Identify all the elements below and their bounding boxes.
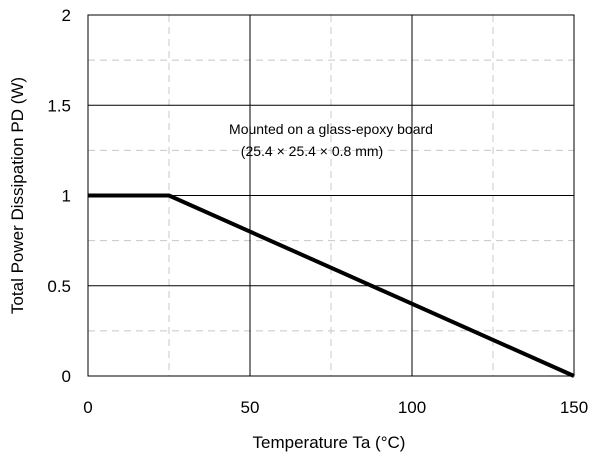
y-tick-labels: 0 0.5 1 1.5 2 bbox=[47, 6, 71, 386]
series-layer bbox=[88, 193, 575, 378]
x-tick-label: 0 bbox=[83, 398, 92, 417]
y-axis-title: Total Power Dissipation PD (W) bbox=[8, 77, 27, 314]
y-tick-label: 1.5 bbox=[47, 96, 71, 115]
series-line bbox=[88, 193, 575, 378]
y-tick-label: 1 bbox=[62, 187, 71, 206]
x-tick-labels: 0 50 100 150 bbox=[83, 398, 588, 417]
x-tick-label: 100 bbox=[398, 398, 426, 417]
annotations: Mounted on a glass-epoxy board (25.4 × 25… bbox=[229, 121, 433, 159]
y-tick-label: 0.5 bbox=[47, 277, 71, 296]
annotation-text: Mounted on a glass-epoxy board bbox=[229, 121, 433, 137]
annotation-text: (25.4 × 25.4 × 0.8 mm) bbox=[241, 143, 383, 159]
y-tick-label: 2 bbox=[62, 6, 71, 25]
x-tick-label: 50 bbox=[241, 398, 260, 417]
x-tick-label: 150 bbox=[560, 398, 588, 417]
major-grid bbox=[88, 15, 574, 376]
y-tick-label: 0 bbox=[62, 367, 71, 386]
x-axis-title: Temperature Ta (°C) bbox=[253, 433, 406, 452]
